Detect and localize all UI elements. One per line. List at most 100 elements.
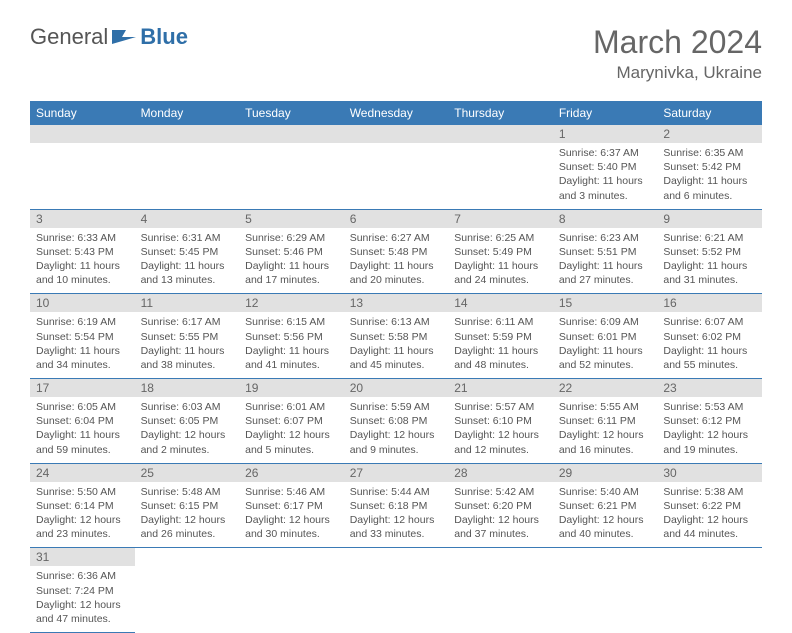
day-number: 8 — [553, 210, 658, 228]
daylight-line: Daylight: 11 hours and 27 minutes. — [559, 259, 652, 287]
day-number-bar-empty — [239, 125, 344, 143]
day-number: 29 — [553, 464, 658, 482]
weekday-header: Wednesday — [344, 101, 449, 125]
day-details: Sunrise: 5:53 AMSunset: 6:12 PMDaylight:… — [657, 397, 762, 463]
day-number: 10 — [30, 294, 135, 312]
calendar-cell: 18Sunrise: 6:03 AMSunset: 6:05 PMDayligh… — [135, 379, 240, 464]
sunset-line: Sunset: 6:22 PM — [663, 499, 756, 513]
day-details: Sunrise: 5:44 AMSunset: 6:18 PMDaylight:… — [344, 482, 449, 548]
day-number: 22 — [553, 379, 658, 397]
sunrise-line: Sunrise: 6:31 AM — [141, 231, 234, 245]
sunrise-line: Sunrise: 6:19 AM — [36, 315, 129, 329]
daylight-line: Daylight: 11 hours and 6 minutes. — [663, 174, 756, 202]
calendar-cell: 12Sunrise: 6:15 AMSunset: 5:56 PMDayligh… — [239, 294, 344, 379]
sunrise-line: Sunrise: 6:03 AM — [141, 400, 234, 414]
calendar-cell: 4Sunrise: 6:31 AMSunset: 5:45 PMDaylight… — [135, 209, 240, 294]
day-details: Sunrise: 5:59 AMSunset: 6:08 PMDaylight:… — [344, 397, 449, 463]
sunrise-line: Sunrise: 6:29 AM — [245, 231, 338, 245]
title-block: March 2024 Marynivka, Ukraine — [593, 24, 762, 83]
daylight-line: Daylight: 11 hours and 3 minutes. — [559, 174, 652, 202]
sunrise-line: Sunrise: 6:11 AM — [454, 315, 547, 329]
day-details: Sunrise: 5:50 AMSunset: 6:14 PMDaylight:… — [30, 482, 135, 548]
day-details: Sunrise: 6:21 AMSunset: 5:52 PMDaylight:… — [657, 228, 762, 294]
weekday-header: Monday — [135, 101, 240, 125]
daylight-line: Daylight: 12 hours and 19 minutes. — [663, 428, 756, 456]
day-details: Sunrise: 5:46 AMSunset: 6:17 PMDaylight:… — [239, 482, 344, 548]
day-details: Sunrise: 5:57 AMSunset: 6:10 PMDaylight:… — [448, 397, 553, 463]
daylight-line: Daylight: 11 hours and 17 minutes. — [245, 259, 338, 287]
day-number-bar-empty — [30, 125, 135, 143]
calendar-row: 1Sunrise: 6:37 AMSunset: 5:40 PMDaylight… — [30, 125, 762, 209]
day-number: 9 — [657, 210, 762, 228]
sunrise-line: Sunrise: 6:25 AM — [454, 231, 547, 245]
daylight-line: Daylight: 11 hours and 48 minutes. — [454, 344, 547, 372]
sunrise-line: Sunrise: 6:01 AM — [245, 400, 338, 414]
sunrise-line: Sunrise: 5:40 AM — [559, 485, 652, 499]
calendar-cell: 20Sunrise: 5:59 AMSunset: 6:08 PMDayligh… — [344, 379, 449, 464]
daylight-line: Daylight: 12 hours and 40 minutes. — [559, 513, 652, 541]
daylight-line: Daylight: 11 hours and 45 minutes. — [350, 344, 443, 372]
day-details: Sunrise: 6:07 AMSunset: 6:02 PMDaylight:… — [657, 312, 762, 378]
sunset-line: Sunset: 6:10 PM — [454, 414, 547, 428]
sunset-line: Sunset: 5:45 PM — [141, 245, 234, 259]
daylight-line: Daylight: 12 hours and 16 minutes. — [559, 428, 652, 456]
day-number: 15 — [553, 294, 658, 312]
day-details: Sunrise: 5:42 AMSunset: 6:20 PMDaylight:… — [448, 482, 553, 548]
daylight-line: Daylight: 11 hours and 55 minutes. — [663, 344, 756, 372]
day-number: 21 — [448, 379, 553, 397]
sunset-line: Sunset: 5:56 PM — [245, 330, 338, 344]
sunset-line: Sunset: 6:20 PM — [454, 499, 547, 513]
calendar-cell: 5Sunrise: 6:29 AMSunset: 5:46 PMDaylight… — [239, 209, 344, 294]
day-details: Sunrise: 6:25 AMSunset: 5:49 PMDaylight:… — [448, 228, 553, 294]
calendar-cell: 6Sunrise: 6:27 AMSunset: 5:48 PMDaylight… — [344, 209, 449, 294]
day-number: 20 — [344, 379, 449, 397]
day-details: Sunrise: 5:40 AMSunset: 6:21 PMDaylight:… — [553, 482, 658, 548]
sunrise-line: Sunrise: 5:38 AM — [663, 485, 756, 499]
calendar-cell — [135, 125, 240, 209]
sunrise-line: Sunrise: 5:48 AM — [141, 485, 234, 499]
daylight-line: Daylight: 12 hours and 33 minutes. — [350, 513, 443, 541]
calendar-table: SundayMondayTuesdayWednesdayThursdayFrid… — [30, 101, 762, 633]
daylight-line: Daylight: 12 hours and 30 minutes. — [245, 513, 338, 541]
calendar-cell: 11Sunrise: 6:17 AMSunset: 5:55 PMDayligh… — [135, 294, 240, 379]
calendar-cell: 9Sunrise: 6:21 AMSunset: 5:52 PMDaylight… — [657, 209, 762, 294]
calendar-cell: 24Sunrise: 5:50 AMSunset: 6:14 PMDayligh… — [30, 463, 135, 548]
day-details: Sunrise: 6:03 AMSunset: 6:05 PMDaylight:… — [135, 397, 240, 463]
calendar-cell: 13Sunrise: 6:13 AMSunset: 5:58 PMDayligh… — [344, 294, 449, 379]
day-details: Sunrise: 6:37 AMSunset: 5:40 PMDaylight:… — [553, 143, 658, 209]
day-number: 12 — [239, 294, 344, 312]
sunrise-line: Sunrise: 6:17 AM — [141, 315, 234, 329]
sunset-line: Sunset: 6:05 PM — [141, 414, 234, 428]
daylight-line: Daylight: 11 hours and 38 minutes. — [141, 344, 234, 372]
day-details: Sunrise: 6:23 AMSunset: 5:51 PMDaylight:… — [553, 228, 658, 294]
sunset-line: Sunset: 6:14 PM — [36, 499, 129, 513]
weekday-header-row: SundayMondayTuesdayWednesdayThursdayFrid… — [30, 101, 762, 125]
daylight-line: Daylight: 12 hours and 9 minutes. — [350, 428, 443, 456]
sunset-line: Sunset: 6:02 PM — [663, 330, 756, 344]
calendar-cell: 19Sunrise: 6:01 AMSunset: 6:07 PMDayligh… — [239, 379, 344, 464]
day-details: Sunrise: 6:31 AMSunset: 5:45 PMDaylight:… — [135, 228, 240, 294]
sunset-line: Sunset: 6:11 PM — [559, 414, 652, 428]
day-details: Sunrise: 6:19 AMSunset: 5:54 PMDaylight:… — [30, 312, 135, 378]
calendar-cell: 26Sunrise: 5:46 AMSunset: 6:17 PMDayligh… — [239, 463, 344, 548]
calendar-cell: 25Sunrise: 5:48 AMSunset: 6:15 PMDayligh… — [135, 463, 240, 548]
calendar-row: 17Sunrise: 6:05 AMSunset: 6:04 PMDayligh… — [30, 379, 762, 464]
day-details: Sunrise: 5:55 AMSunset: 6:11 PMDaylight:… — [553, 397, 658, 463]
day-number: 3 — [30, 210, 135, 228]
daylight-line: Daylight: 11 hours and 24 minutes. — [454, 259, 547, 287]
day-details: Sunrise: 6:36 AMSunset: 7:24 PMDaylight:… — [30, 566, 135, 632]
day-details: Sunrise: 6:15 AMSunset: 5:56 PMDaylight:… — [239, 312, 344, 378]
sunrise-line: Sunrise: 6:07 AM — [663, 315, 756, 329]
calendar-cell: 30Sunrise: 5:38 AMSunset: 6:22 PMDayligh… — [657, 463, 762, 548]
day-details: Sunrise: 6:35 AMSunset: 5:42 PMDaylight:… — [657, 143, 762, 209]
sunrise-line: Sunrise: 6:15 AM — [245, 315, 338, 329]
sunrise-line: Sunrise: 6:13 AM — [350, 315, 443, 329]
sunset-line: Sunset: 5:49 PM — [454, 245, 547, 259]
calendar-row: 24Sunrise: 5:50 AMSunset: 6:14 PMDayligh… — [30, 463, 762, 548]
calendar-head: SundayMondayTuesdayWednesdayThursdayFrid… — [30, 101, 762, 125]
sunrise-line: Sunrise: 6:09 AM — [559, 315, 652, 329]
logo-text-blue: Blue — [140, 24, 188, 50]
sunset-line: Sunset: 6:17 PM — [245, 499, 338, 513]
day-details: Sunrise: 6:29 AMSunset: 5:46 PMDaylight:… — [239, 228, 344, 294]
weekday-header: Saturday — [657, 101, 762, 125]
